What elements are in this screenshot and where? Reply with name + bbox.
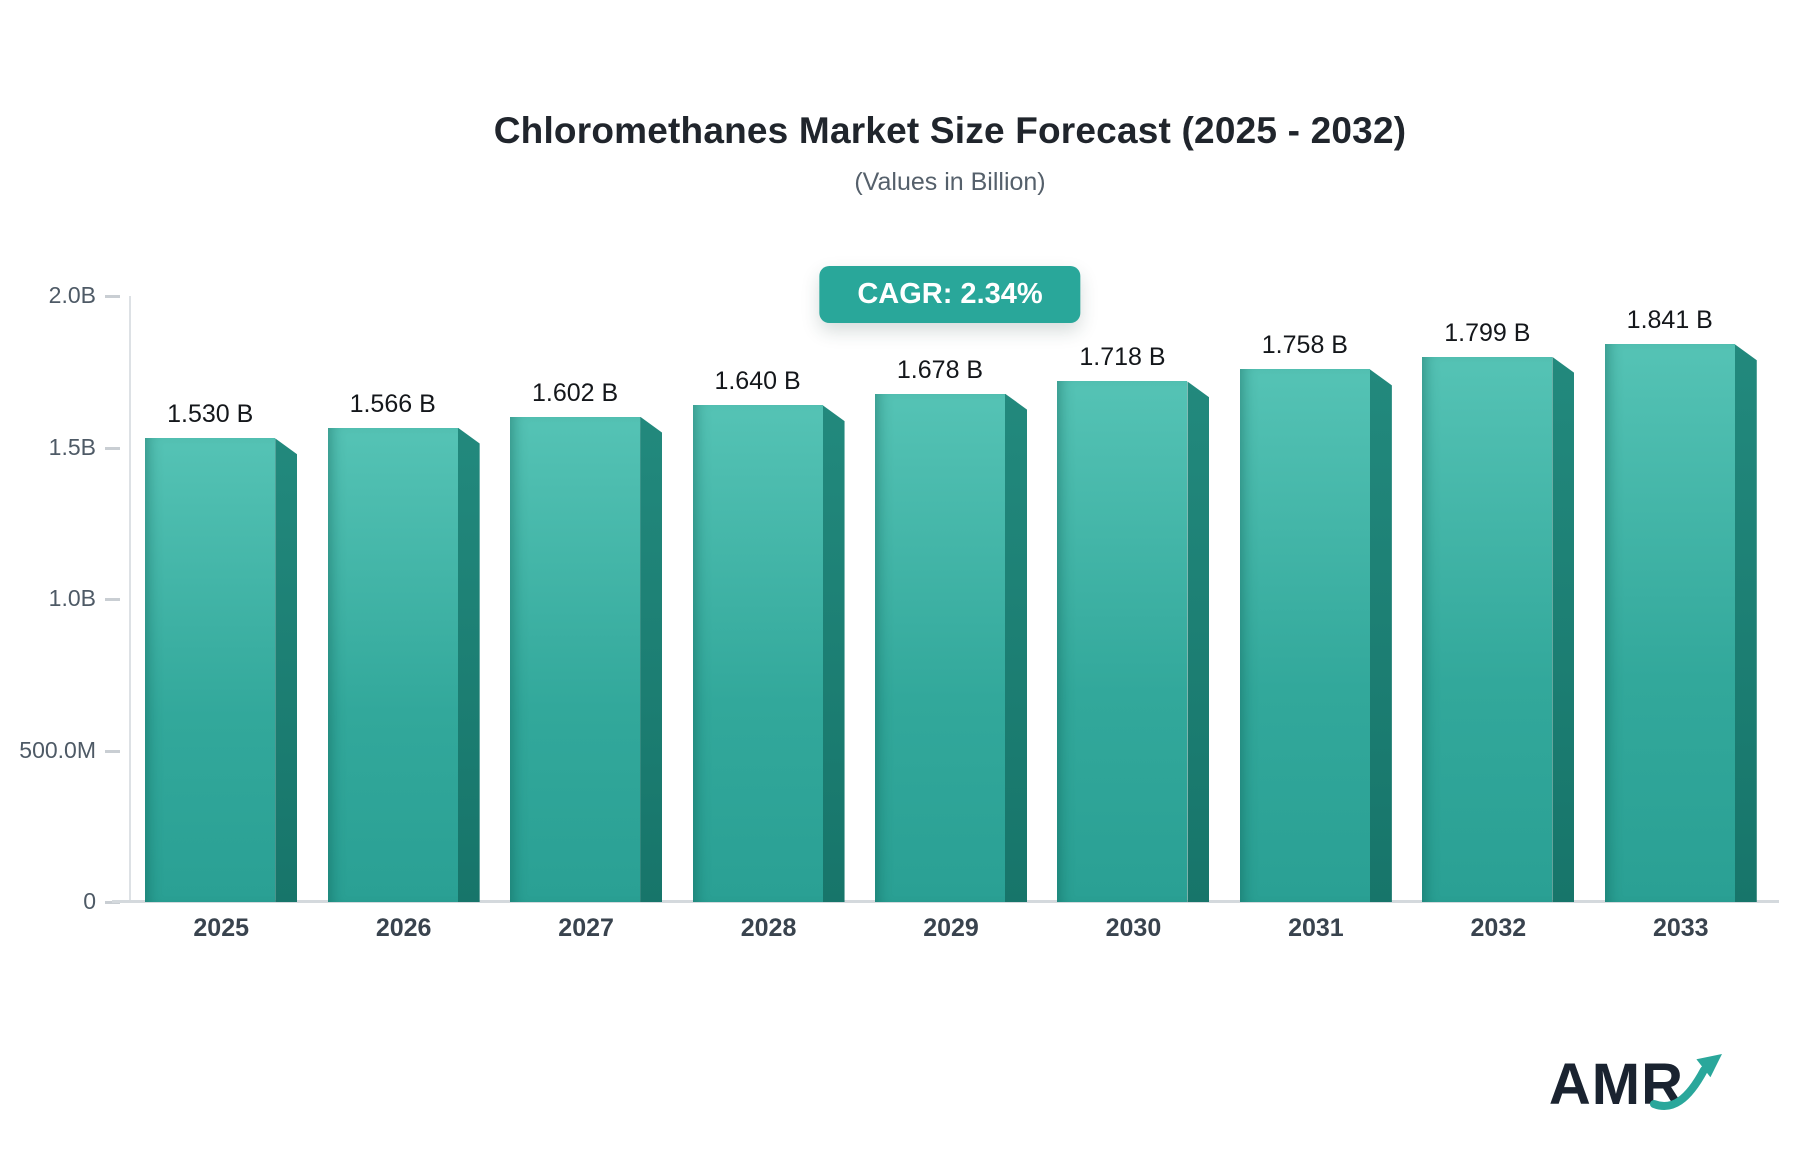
x-tick-label-2032: 2032 bbox=[1470, 914, 1527, 942]
bar-2031: 1.758 B bbox=[1239, 331, 1392, 902]
x-tick-label-2033: 2033 bbox=[1652, 914, 1709, 942]
bar-value-label: 1.640 B bbox=[714, 367, 801, 396]
bar-face bbox=[1604, 344, 1735, 902]
y-axis: 2.0B 1.5B 1.0B 500.0M 0 bbox=[0, 282, 128, 914]
y-tick-label: 1.5B bbox=[48, 433, 96, 460]
bar-side bbox=[1552, 356, 1575, 902]
bar-side bbox=[1369, 369, 1392, 902]
bar-face bbox=[1057, 381, 1188, 902]
y-tick-mark bbox=[105, 749, 120, 753]
bar-2026: 1.566 B bbox=[327, 390, 480, 902]
bar-side bbox=[457, 427, 480, 902]
y-tick-label: 0 bbox=[83, 888, 96, 914]
y-tick-label: 500.0M bbox=[19, 736, 96, 763]
bar-value-label: 1.841 B bbox=[1626, 306, 1713, 335]
bar-2028: 1.640 B bbox=[692, 367, 845, 902]
y-axis-line bbox=[129, 296, 131, 902]
chart-title: Chloromethanes Market Size Forecast (202… bbox=[493, 110, 1407, 151]
bar-face bbox=[1239, 369, 1370, 902]
bar-side bbox=[1005, 393, 1027, 902]
y-tick-label: 2.0B bbox=[48, 282, 96, 308]
bar-side bbox=[275, 438, 298, 902]
bar-face bbox=[1422, 356, 1553, 902]
x-axis: 2025 2026 2027 2028 2029 2030 2031 2032 2033 bbox=[130, 914, 1772, 958]
x-tick-label-2029: 2029 bbox=[923, 914, 979, 942]
y-tick-mark bbox=[105, 446, 120, 450]
bar-side bbox=[1187, 381, 1210, 902]
bar-value-label: 1.718 B bbox=[1079, 343, 1166, 372]
x-tick-label-2026: 2026 bbox=[375, 914, 432, 942]
amr-logo: AMR bbox=[1549, 1054, 1728, 1114]
x-tick-label-2028: 2028 bbox=[740, 914, 797, 942]
bar-2030: 1.718 B bbox=[1057, 343, 1210, 902]
bar-side bbox=[640, 416, 663, 902]
bar-face bbox=[875, 393, 1005, 902]
growth-arrow-icon bbox=[1650, 1054, 1722, 1110]
bar-face bbox=[145, 438, 276, 902]
chart-subtitle: (Values in Billion) bbox=[854, 168, 1046, 196]
bar-value-label: 1.530 B bbox=[167, 400, 254, 429]
bar-face bbox=[692, 405, 823, 902]
bar-value-label: 1.758 B bbox=[1261, 331, 1348, 360]
x-tick-label-2027: 2027 bbox=[558, 914, 614, 942]
y-tick-mark bbox=[105, 598, 120, 601]
bar-2025: 1.530 B bbox=[145, 400, 298, 902]
bar-value-label: 1.678 B bbox=[896, 355, 984, 384]
bar-2027: 1.602 B bbox=[510, 379, 663, 902]
y-tick-label: 1.0B bbox=[48, 585, 96, 611]
bars: 1.530 B 1.566 B 1.602 B 1.640 B 1.678 B 1.718… bbox=[130, 296, 1772, 902]
bar-face bbox=[327, 427, 458, 902]
bar-side bbox=[1734, 344, 1757, 902]
y-tick-mark bbox=[105, 295, 120, 298]
cagr-badge: CAGR: 2.34% bbox=[819, 266, 1081, 323]
x-tick-label-2031: 2031 bbox=[1288, 914, 1344, 942]
bar-face bbox=[510, 416, 641, 902]
bar-2029: 1.678 B bbox=[875, 356, 1027, 902]
bar-value-label: 1.566 B bbox=[349, 389, 436, 418]
bar-value-label: 1.602 B bbox=[532, 378, 619, 407]
bar-2033: 1.841 B bbox=[1604, 306, 1757, 902]
x-tick-label-2025: 2025 bbox=[193, 914, 250, 942]
x-tick-label-2030: 2030 bbox=[1105, 914, 1162, 942]
plot-region: 2.0B 1.5B 1.0B 500.0M 0 1.530 B 1.566 B 1.602 … bbox=[0, 282, 1800, 942]
bar-value-label: 1.799 B bbox=[1444, 318, 1531, 347]
bar-side bbox=[822, 405, 845, 902]
bar-2032: 1.799 B bbox=[1422, 319, 1575, 902]
